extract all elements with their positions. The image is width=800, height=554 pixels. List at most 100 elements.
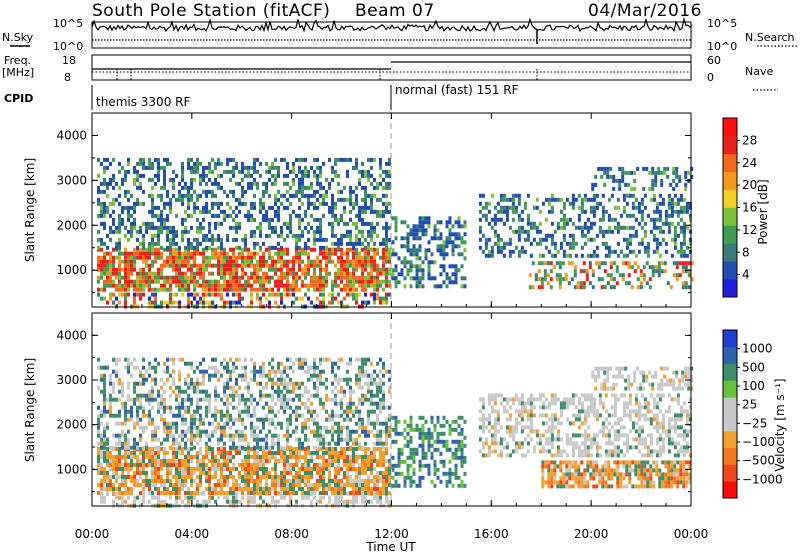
- power-cell: [580, 197, 584, 202]
- power-cell: [316, 279, 319, 284]
- power-cell: [319, 173, 322, 178]
- power-cell: [586, 197, 590, 202]
- velocity-cell: [382, 483, 385, 487]
- power-cell: [493, 221, 497, 226]
- power-cell: [241, 177, 244, 182]
- power-cell: [630, 170, 634, 175]
- velocity-cell: [142, 487, 145, 491]
- power-cell: [286, 267, 289, 272]
- power-cell: [364, 193, 367, 198]
- velocity-cell: [157, 487, 160, 491]
- velocity-cell: [217, 447, 220, 451]
- velocity-cell: [154, 479, 157, 483]
- power-cell: [283, 205, 286, 210]
- power-cell: [352, 189, 355, 194]
- power-cell: [226, 267, 229, 272]
- velocity-cell: [298, 357, 301, 362]
- power-cell: [196, 279, 199, 284]
- velocity-cell: [379, 479, 382, 483]
- power-cell: [343, 197, 346, 202]
- velocity-cell: [238, 357, 241, 362]
- velocity-cell: [307, 369, 310, 374]
- velocity-cell: [163, 417, 166, 422]
- power-cell: [346, 241, 349, 246]
- power-cell: [226, 237, 229, 242]
- power-cell: [181, 251, 184, 256]
- velocity-cell: [388, 483, 391, 487]
- velocity-cell: [241, 373, 244, 378]
- velocity-cell: [151, 421, 154, 426]
- power-cell: [526, 213, 530, 218]
- velocity-cell: [316, 451, 319, 455]
- velocity-cell: [229, 377, 232, 382]
- velocity-cell: [337, 463, 340, 467]
- power-cell: [211, 189, 214, 194]
- velocity-cell: [271, 377, 274, 382]
- power-cell: [540, 277, 544, 282]
- power-cell: [358, 217, 361, 222]
- velocity-cell: [361, 495, 364, 500]
- velocity-cell: [103, 467, 106, 471]
- velocity-cell: [142, 459, 145, 463]
- power-cell: [325, 279, 328, 284]
- velocity-cell: [223, 425, 226, 430]
- power-cell: [325, 193, 328, 198]
- velocity-cell: [226, 467, 229, 471]
- power-cell: [642, 265, 646, 270]
- power-cell: [295, 241, 298, 246]
- power-cell: [148, 279, 151, 284]
- power-y-tick-label: 1000: [56, 263, 87, 277]
- power-cell: [106, 279, 109, 284]
- velocity-cell: [373, 447, 376, 451]
- velocity-cell: [133, 495, 136, 500]
- power-cell: [271, 173, 274, 178]
- velocity-cell: [349, 467, 352, 471]
- velocity-cell: [190, 459, 193, 463]
- velocity-cell: [295, 459, 298, 463]
- velocity-cell: [313, 445, 316, 450]
- velocity-cell: [178, 445, 181, 450]
- power-cell: [154, 271, 157, 276]
- power-cell: [253, 275, 256, 280]
- velocity-cell: [118, 447, 121, 451]
- power-cell: [627, 265, 631, 270]
- velocity-cell: [178, 471, 181, 475]
- power-cell: [681, 269, 685, 274]
- power-cell: [403, 256, 407, 261]
- power-cell: [313, 205, 316, 210]
- velocity-cell: [286, 429, 289, 434]
- power-cell: [675, 174, 679, 179]
- power-cell: [145, 263, 148, 268]
- power-cell: [100, 259, 103, 264]
- power-cell: [148, 165, 151, 170]
- power-cell: [211, 205, 214, 210]
- velocity-cell: [298, 451, 301, 455]
- power-cell: [490, 225, 494, 230]
- velocity-cell: [172, 381, 175, 386]
- velocity-cell: [112, 487, 115, 491]
- velocity-cell: [136, 381, 139, 386]
- power-cell: [271, 263, 274, 268]
- velocity-cell: [301, 425, 304, 430]
- power-cell: [427, 220, 431, 225]
- power-cell: [394, 224, 398, 229]
- power-cell: [589, 253, 593, 258]
- power-cell: [319, 233, 322, 238]
- velocity-cell: [358, 487, 361, 491]
- velocity-cell: [169, 479, 172, 483]
- velocity-cell: [157, 451, 160, 455]
- velocity-cell: [304, 451, 307, 455]
- velocity-cell: [268, 409, 271, 414]
- velocity-cell: [250, 393, 253, 398]
- power-cell: [337, 271, 340, 276]
- velocity-cell: [229, 413, 232, 418]
- power-cell: [325, 255, 328, 260]
- power-cell: [151, 300, 154, 305]
- velocity-cell: [223, 463, 226, 467]
- velocity-cell: [232, 393, 235, 398]
- power-cell: [109, 271, 112, 276]
- power-cell: [313, 259, 316, 264]
- power-cell: [181, 275, 184, 280]
- velocity-cell: [337, 471, 340, 475]
- power-cell: [610, 229, 614, 234]
